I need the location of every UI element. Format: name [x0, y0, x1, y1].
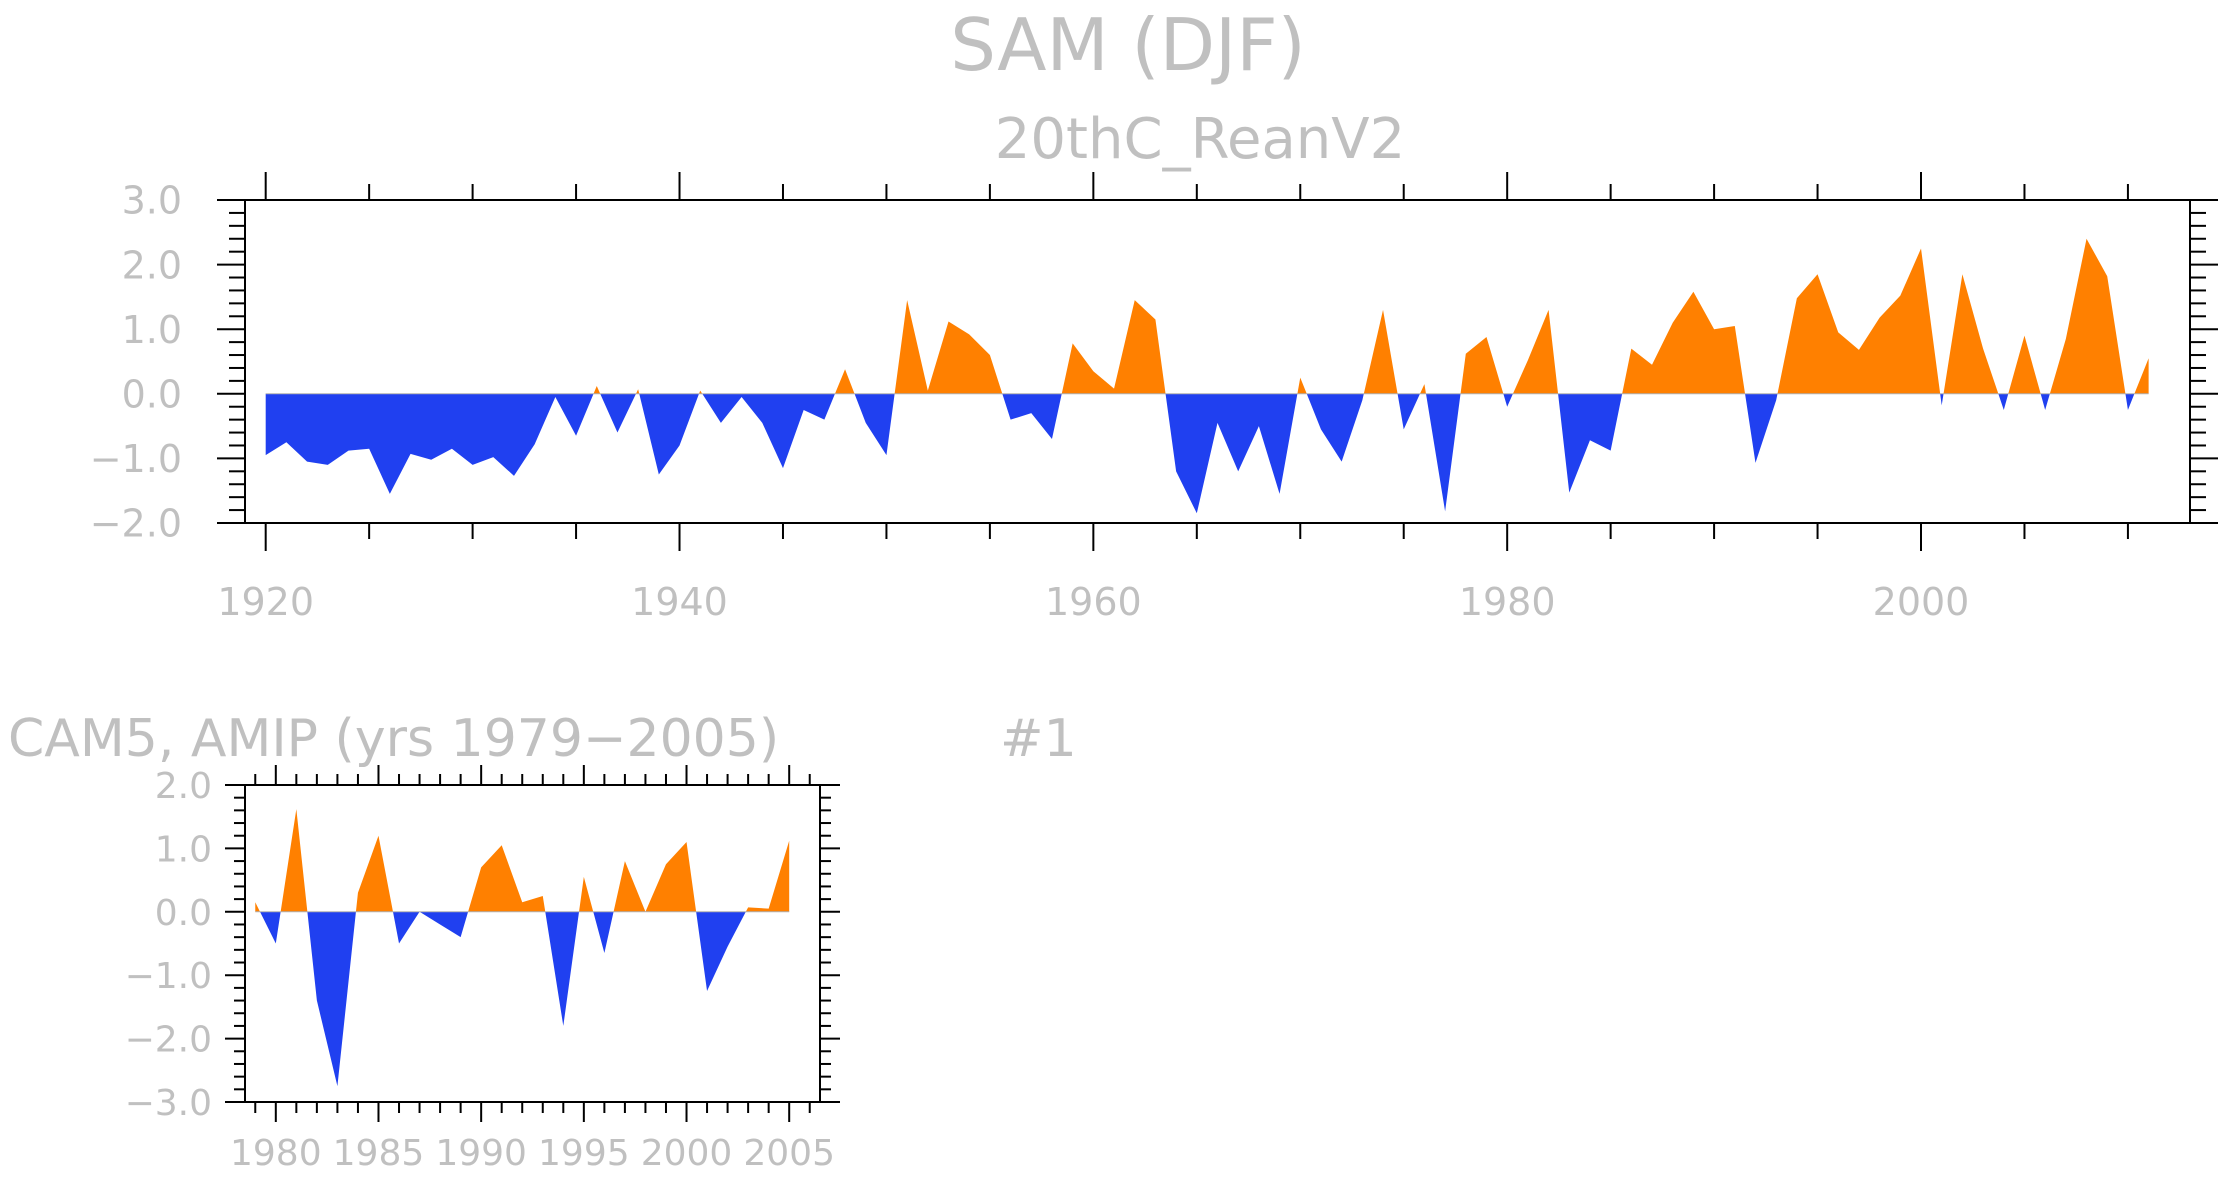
cam5-y-tick-label: −1.0	[125, 956, 212, 997]
reanalysis-y-tick-label: 2.0	[122, 243, 182, 287]
reanalysis-y-tick-label: −2.0	[90, 502, 182, 546]
reanalysis-x-tick-label: 1940	[631, 580, 728, 624]
reanalysis-ticks	[217, 172, 2218, 551]
reanalysis-positive-area	[265, 238, 2149, 394]
figure-title: SAM (DJF)	[950, 3, 1306, 87]
reanalysis-x-tick-label: 1960	[1045, 580, 1142, 624]
reanalysis-y-tick-label: −1.0	[90, 437, 182, 481]
reanalysis-subtitle: 20thC_ReanV2	[995, 107, 1405, 172]
cam5-frame	[244, 784, 821, 1103]
reanalysis-x-tick-label: 2000	[1873, 580, 1970, 624]
cam5-y-tick-labels: 2.0 1.0 0.0 −1.0 −2.0 −3.0	[125, 766, 212, 1124]
cam5-x-tick-label: 1985	[333, 1133, 425, 1174]
reanalysis-areas	[265, 238, 2149, 514]
reanalysis-negative-area	[265, 393, 2149, 514]
cam5-y-tick-label: −3.0	[125, 1083, 212, 1124]
cam5-y-tick-label: −2.0	[125, 1020, 212, 1061]
cam5-x-tick-label: 1980	[230, 1133, 322, 1174]
reanalysis-x-tick-labels: 1920 1940 1960 1980 2000	[217, 580, 1969, 624]
cam5-subtitle: CAM5, AMIP (yrs 1979−2005)	[8, 709, 779, 769]
cam5-negative-area	[255, 911, 790, 1087]
cam5-y-tick-label: 2.0	[155, 766, 212, 807]
reanalysis-chart: 20thC_ReanV2 3.02.01.00.0−1.0−2.0 1920 19…	[90, 107, 2218, 624]
cam5-y-tick-label: 1.0	[155, 829, 212, 870]
cam5-x-tick-label: 2005	[743, 1133, 835, 1174]
reanalysis-y-tick-label: 3.0	[122, 179, 182, 223]
cam5-x-tick-label: 1990	[435, 1133, 527, 1174]
reanalysis-y-tick-label: 1.0	[122, 308, 182, 352]
reanalysis-x-tick-label: 1920	[217, 580, 314, 624]
ensemble-label: #1	[1000, 709, 1077, 769]
reanalysis-y-tick-labels: 3.0 2.0 1.0 0.0 −1.0 −2.0	[90, 179, 182, 546]
cam5-y-tick-label: 0.0	[155, 893, 212, 934]
reanalysis-x-tick-label: 1980	[1459, 580, 1556, 624]
cam5-chart: CAM5, AMIP (yrs 1979−2005) #1 2.0 1.0 0.0 −…	[8, 709, 1077, 1174]
cam5-areas	[255, 809, 790, 1087]
cam5-x-tick-label: 1995	[538, 1133, 630, 1174]
cam5-ticks	[225, 765, 840, 1122]
reanalysis-y-tick-label: 0.0	[122, 372, 182, 416]
reanalysis-frame	[244, 199, 2191, 524]
cam5-x-tick-label: 2000	[641, 1133, 733, 1174]
cam5-positive-area	[255, 809, 790, 912]
cam5-x-tick-labels: 1980 1985 1990 1995 2000 2005	[230, 1133, 835, 1174]
